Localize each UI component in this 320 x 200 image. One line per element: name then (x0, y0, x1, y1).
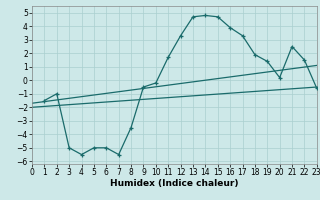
X-axis label: Humidex (Indice chaleur): Humidex (Indice chaleur) (110, 179, 239, 188)
